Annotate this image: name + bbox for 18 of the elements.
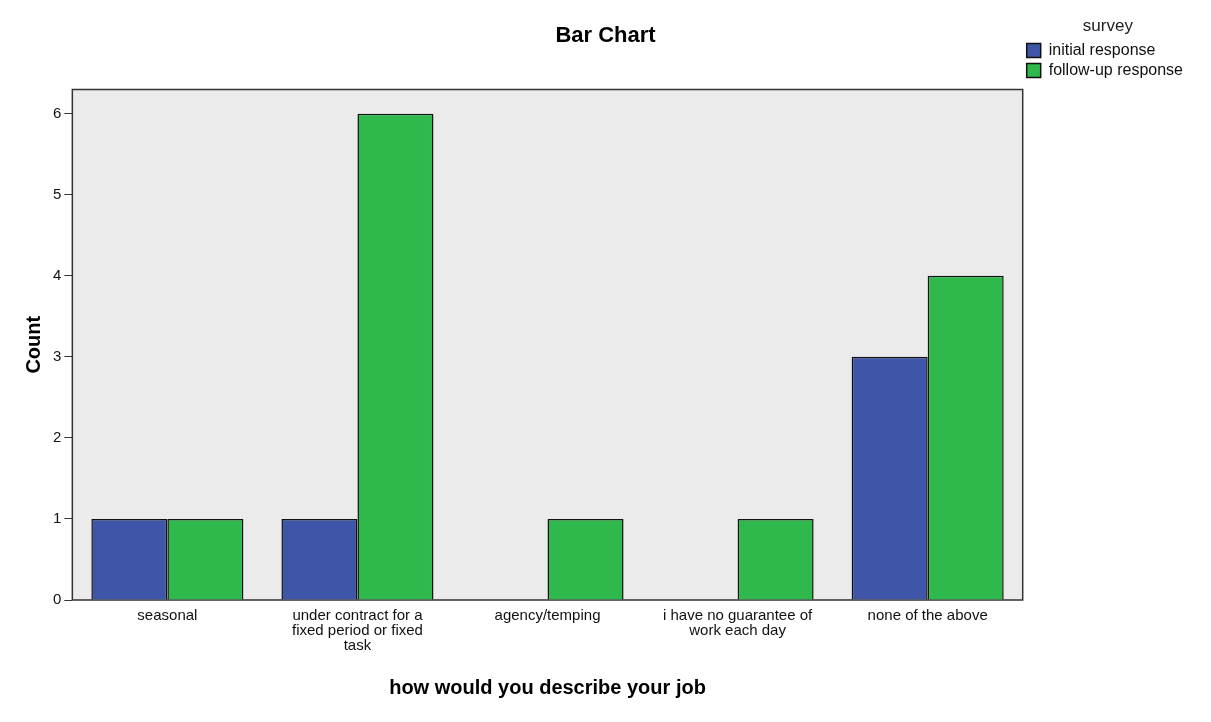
chart-title: Bar Chart <box>555 22 657 48</box>
y-tick-label: 6 <box>53 103 62 121</box>
y-tick-label: 3 <box>53 347 62 364</box>
x-tick-label: under contract for a fixed period or fixed task <box>292 605 424 653</box>
x-tick-label: seasonal <box>137 605 198 623</box>
y-tick-label: 4 <box>53 265 62 283</box>
legend-label: initial response <box>1048 40 1156 58</box>
x-tick-label: agency/temping <box>494 605 601 623</box>
y-tick-label: 1 <box>53 509 62 527</box>
y-tick-label: 2 <box>53 428 62 446</box>
legend-label: follow-up response <box>1048 60 1184 78</box>
y-tick-label: 5 <box>53 184 62 202</box>
y-axis-title: Count <box>21 315 44 374</box>
x-tick-label: i have no guarantee of work each day <box>662 605 814 638</box>
legend-title: survey <box>1082 16 1134 36</box>
x-tick-label: none of the above <box>867 605 988 623</box>
x-axis-title: how would you describe your job <box>389 675 706 698</box>
y-tick-label: 0 <box>53 590 62 608</box>
